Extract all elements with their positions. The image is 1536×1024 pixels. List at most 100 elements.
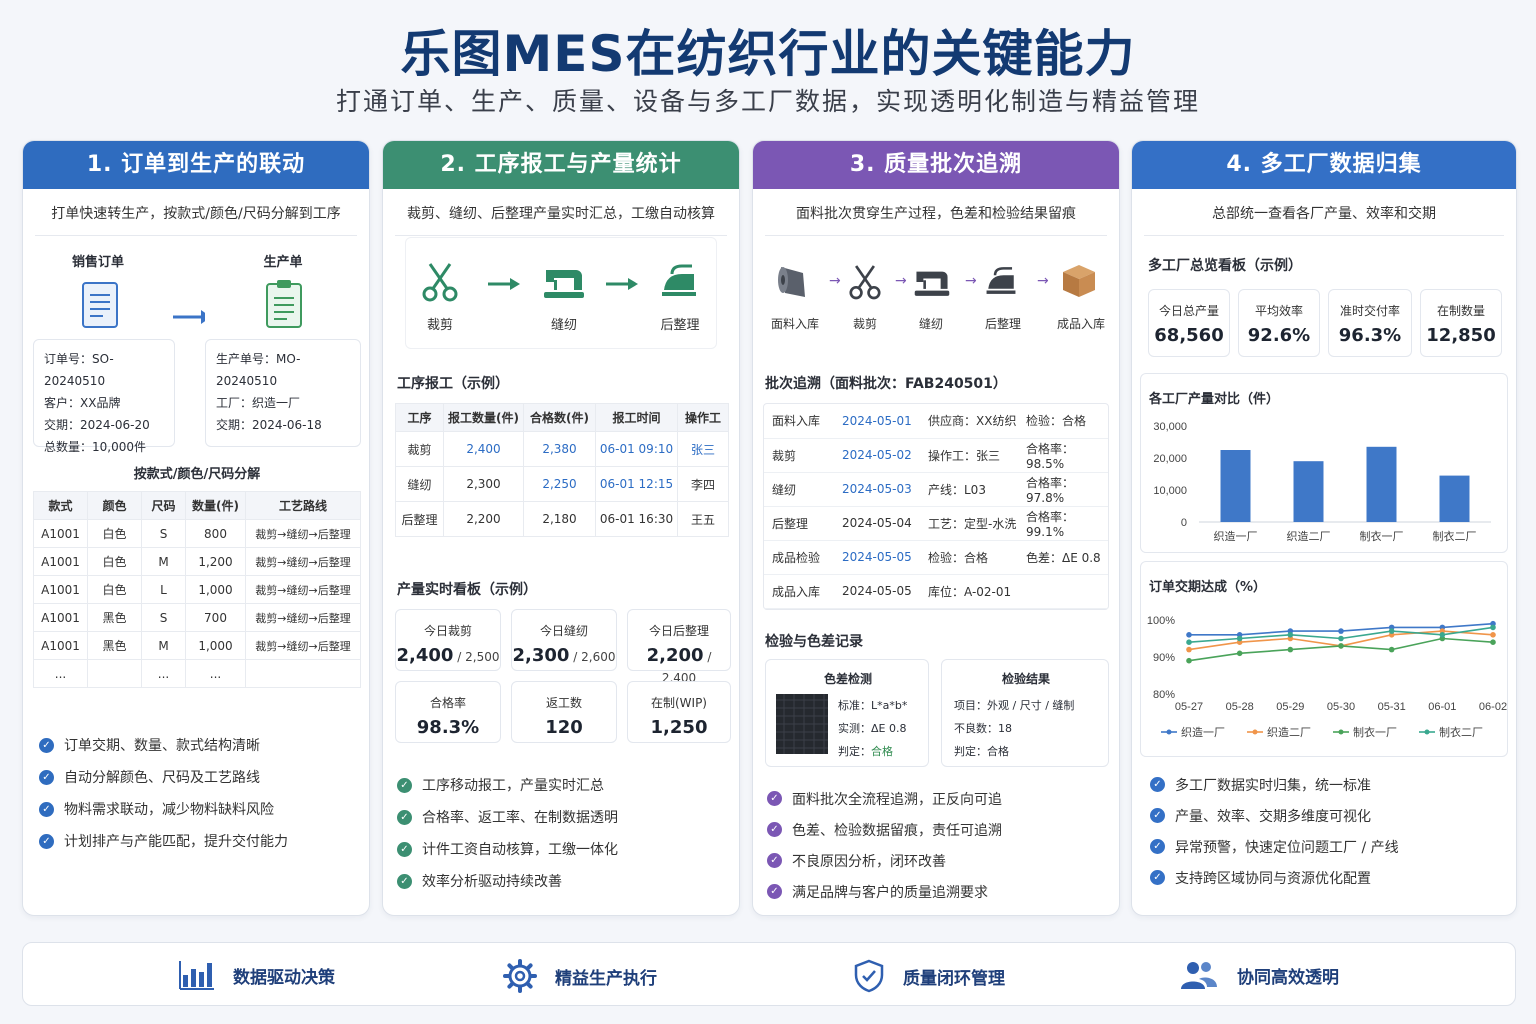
card-title: 2. 工序报工与产量统计 [383,141,739,189]
inspection-box: 检验结果 项目：外观 / 尺寸 / 缝制 不良数：18 判定：合格 [941,659,1109,767]
cell: 操作工：张三 [920,438,1018,473]
card-order-production: 1. 订单到生产的联动 打单快速转生产，按款式/颜色/尺码分解到工序 销售订单 … [22,140,370,916]
divider [1144,235,1504,236]
sales-order-customer: 客户：XX品牌 [44,396,121,410]
col-header: 报工数量(件) [443,403,524,432]
sales-order-number: 订单号：SO-20240510 [44,352,114,388]
cell: 700 [185,603,246,632]
bar [1439,475,1470,522]
check-icon: ✓ [39,737,54,753]
check-icon: ✓ [1150,870,1165,885]
check-icon: ✓ [39,801,54,817]
iron-icon [662,264,696,296]
bullet-text: 物料需求联动，减少物料缺料风险 [64,802,274,818]
table-row: 后整理 2,200 2,180 06-01 16:30 王五 [395,501,729,537]
col-header: 工序 [395,403,444,432]
list-item: ✓ 异常预警，快速定位问题工厂 / 产线 [1150,831,1399,862]
breakdown-title: 按款式/颜色/尺码分解 [133,467,261,482]
cell: 白色 [87,575,142,604]
check-icon: ✓ [1150,839,1165,854]
data-point [1490,624,1496,631]
data-point [1388,646,1395,653]
users-icon [1181,962,1217,989]
cell: A1001 [33,519,88,548]
stat-label: 今日缝纫 [539,624,588,638]
step-label: 裁剪 [426,318,453,333]
bullet-text: 自动分解颜色、尺码及工艺路线 [64,770,260,786]
col-header: 尺码 [141,491,186,520]
line-chart-title: 订单交期达成（%） [1149,580,1267,595]
cell [1018,574,1108,609]
table-row: 缝纫 2,300 2,250 06-01 12:15 李四 [395,466,729,502]
cell: 成品检验 [764,540,834,575]
check-icon: ✓ [767,853,782,868]
table-row: A1001 黑色 M 1,000 裁剪→缝纫→后整理 [33,631,361,660]
check-icon: ✓ [1150,808,1165,823]
y-tick-label: 80% [1153,689,1175,701]
stat-target: / 2,600 [569,650,616,664]
bullet-text: 面料批次全流程追溯，正反向可追 [792,791,1002,808]
stat-today-cut: 今日裁剪 2,400 / 2,500 [395,609,501,671]
data-point [1186,632,1192,638]
check-icon: ✓ [39,769,54,785]
line-chart: 80% 90% 100% 05-27 05-28 05-29 05-30 05-31 06-01… [1147,615,1507,739]
bullet-text: 不良原因分析，闭环改善 [792,853,946,870]
stat-value: 120 [545,717,583,738]
table-row: A1001 白色 S 800 裁剪→缝纫→后整理 [33,519,361,548]
fabric-roll-icon [778,267,805,297]
cell: ... [185,659,246,688]
list-item: ✓ 多工厂数据实时归集，统一标准 [1150,769,1399,800]
kpi-label: 准时交付率 [1339,304,1400,318]
card3-bullets: ✓ 面料批次全流程追溯，正反向可追 ✓ 色差、检验数据留痕，责任可追溯 ✓ 不良原因分… [767,783,1002,907]
cell: 2,200 [443,501,524,537]
cell: 产线：L03 [920,472,1018,507]
table-row: 后整理 2024-05-04 工艺：定型-水洗 合格率：99.1% [764,506,1108,541]
y-tick-label: 100% [1147,615,1175,627]
card-title: 1. 订单到生产的联动 [23,141,369,189]
scissors-icon [422,263,458,302]
arrow-right-icon: → [829,273,841,289]
cell: 库位：A-02-01 [920,574,1018,609]
legend-label: 织造二厂 [1267,725,1311,739]
step-label: 面料入库 [770,317,819,331]
y-tick-label: 0 [1181,517,1187,529]
stat-wip: 在制(WIP) 1,250 [627,681,731,743]
check-icon: ✓ [397,841,412,857]
kpi-value: 12,850 [1426,325,1496,346]
card-description: 打单快速转生产，按款式/颜色/尺码分解到工序 [51,206,341,222]
col-header: 合格数(件) [523,403,596,432]
check-icon: ✓ [767,791,782,806]
stat-rework: 返工数 120 [511,681,617,743]
cell: 2024-05-03 [834,472,920,507]
inspection-info: 项目：外观 / 尺寸 / 缝制 不良数：18 判定：合格 [954,694,1074,763]
inspection-defects: 不良数：18 [954,722,1012,735]
cell: 800 [185,519,246,548]
data-point [1338,635,1344,642]
x-tick-label: 06-01 [1428,701,1456,713]
check-icon: ✓ [397,809,412,825]
stat-pass-rate: 合格率 98.3% [395,681,501,743]
data-point [1338,643,1344,649]
series-line [1188,637,1494,662]
list-item: ✓ 色差、检验数据留痕，责任可追溯 [767,814,1002,845]
data-point [1186,639,1192,645]
stat-value: 2,200 [646,645,704,666]
cell: A1001 [33,547,88,576]
stat-value: 2,400 [396,645,454,666]
list-item: ✓ 效率分析驱动持续改善 [397,865,618,897]
kpi-label: 平均效率 [1254,304,1303,318]
legend-label: 织造一厂 [1181,725,1225,739]
bullet-text: 工序移动报工，产量实时汇总 [422,778,604,794]
col-header: 数量(件) [185,491,246,520]
data-point [1287,646,1294,653]
card-title: 3. 质量批次追溯 [753,141,1119,189]
cell: 黑色 [87,631,142,660]
cell: 检验：合格 [920,540,1018,575]
production-order-block: 生产单 [205,237,361,341]
cell: 1,000 [185,631,246,660]
kpi-total-output: 今日总产量 68,560 [1148,289,1230,357]
sewing-machine-icon [544,270,584,298]
cell: 裁剪→缝纫→后整理 [245,575,361,604]
judge-value: 合格 [871,745,893,758]
stat-label: 在制(WIP) [650,696,707,710]
